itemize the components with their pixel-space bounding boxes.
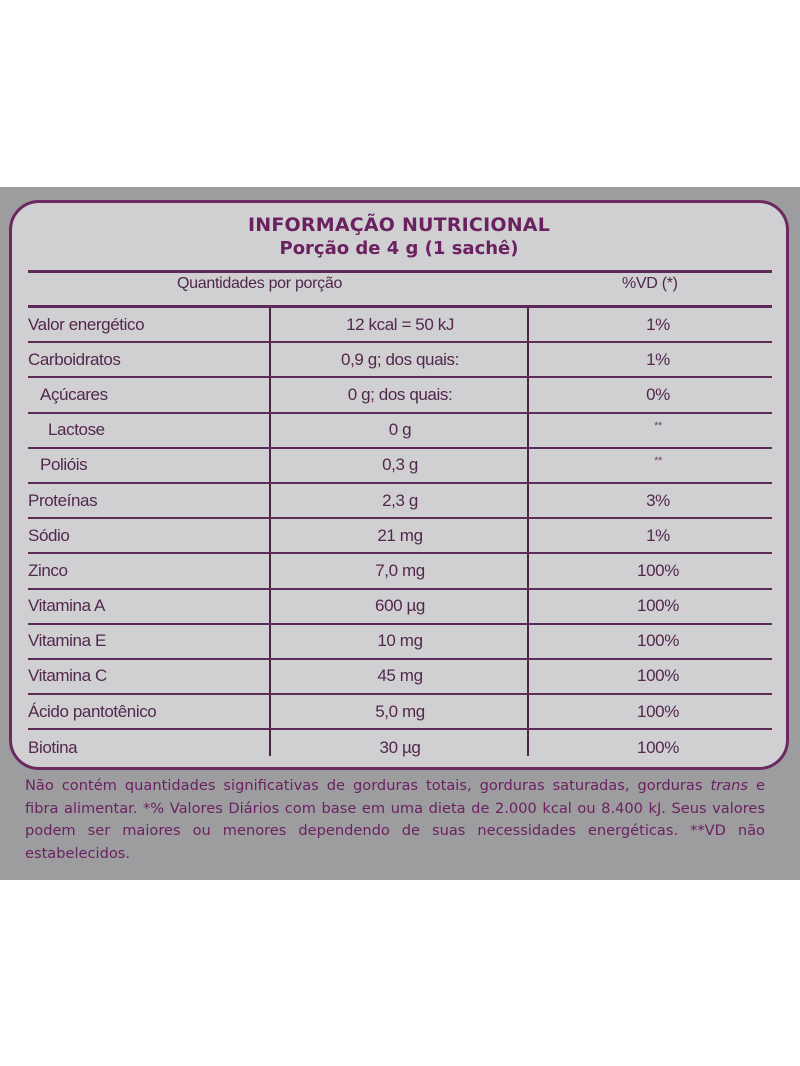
table-row: Vitamina C 45 mg 100% <box>28 660 772 696</box>
nutrient-name: Açúcares <box>40 384 108 404</box>
nutrient-daily-value: 100% <box>637 596 679 616</box>
table-row: Carboidratos 0,9 g; dos quais: 1% <box>28 343 772 379</box>
nutrient-quantity: 0,9 g; dos quais: <box>341 349 459 369</box>
nutrient-name: Vitamina A <box>28 596 105 616</box>
nutrient-name: Vitamina E <box>28 631 106 651</box>
nutrient-name: Vitamina C <box>28 666 107 686</box>
nutrient-name: Lactose <box>48 420 105 440</box>
table-row: Açúcares 0 g; dos quais: 0% <box>28 378 772 414</box>
nutrient-name: Polióis <box>40 455 88 475</box>
footnote-part-1: Não contém quantidades significativas de… <box>25 777 711 794</box>
nutrient-quantity: 0,3 g <box>382 455 418 475</box>
column-header-quantity: Quantidades por porção <box>177 275 343 292</box>
nutrient-quantity: 5,0 mg <box>375 701 425 721</box>
footnote-part-2: e fibra alimentar. *% Valores Diários co… <box>25 777 765 862</box>
nutrient-name: Zinco <box>28 560 68 580</box>
nutrient-quantity: 45 mg <box>377 666 423 686</box>
nutrient-quantity: 600 µg <box>375 596 425 616</box>
nutrient-quantity: 30 µg <box>379 737 421 757</box>
nutrient-daily-value: 100% <box>637 666 679 686</box>
table-row: Sódio 21 mg 1% <box>28 519 772 555</box>
nutrient-daily-value: 1% <box>646 349 670 369</box>
nutrient-daily-value: 1% <box>646 314 670 334</box>
table-row: Biotina 30 µg 100% <box>28 730 772 765</box>
nutrient-daily-value: 100% <box>637 737 679 757</box>
nutrient-name: Ácido pantotênico <box>28 701 157 721</box>
nutrient-daily-value: ** <box>654 454 662 467</box>
header-divider-top <box>28 270 772 273</box>
nutrient-quantity: 0 g; dos quais: <box>347 384 453 404</box>
label-title: INFORMAÇÃO NUTRICIONAL <box>247 214 551 236</box>
nutrient-name: Sódio <box>28 525 70 545</box>
table-row: Ácido pantotênico 5,0 mg 100% <box>28 695 772 731</box>
footnote: Não contém quantidades significativas de… <box>25 775 765 865</box>
nutrient-daily-value: 3% <box>646 490 670 510</box>
serving-size: Porção de 4 g (1 sachê) <box>279 238 519 259</box>
nutrient-quantity: 2,3 g <box>382 490 418 510</box>
nutrient-name: Biotina <box>28 737 78 757</box>
column-divider-2 <box>527 308 529 756</box>
table-row: Lactose 0 g ** <box>28 414 772 449</box>
table-row: Vitamina A 600 µg 100% <box>28 590 772 625</box>
nutrient-quantity: 21 mg <box>377 525 423 545</box>
column-divider-1 <box>269 308 271 756</box>
table-row: Vitamina E 10 mg 100% <box>28 625 772 660</box>
table-row: Polióis 0,3 g ** <box>28 449 772 484</box>
footnote-italic-trans: trans <box>710 777 749 794</box>
nutrition-table: Valor energético 12 kcal = 50 kJ 1% Carb… <box>28 308 772 765</box>
nutrient-name: Proteínas <box>28 490 98 510</box>
nutrient-name: Carboidratos <box>28 349 121 369</box>
header-divider-bottom <box>28 305 772 308</box>
nutrient-name: Valor energético <box>28 314 145 334</box>
table-row: Valor energético 12 kcal = 50 kJ 1% <box>28 308 772 344</box>
column-header-daily-value: %VD (*) <box>622 275 678 292</box>
nutrition-facts-panel: INFORMAÇÃO NUTRICIONAL Porção de 4 g (1 … <box>9 200 789 770</box>
nutrient-quantity: 7,0 mg <box>375 560 425 580</box>
nutrient-daily-value: 1% <box>646 525 670 545</box>
nutrient-daily-value: 100% <box>637 701 679 721</box>
table-row: Zinco 7,0 mg 100% <box>28 554 772 590</box>
nutrient-daily-value: 100% <box>637 560 679 580</box>
nutrient-quantity: 10 mg <box>377 631 423 651</box>
nutrient-daily-value: ** <box>654 419 662 432</box>
nutrient-daily-value: 0% <box>646 384 670 404</box>
table-row: Proteínas 2,3 g 3% <box>28 484 772 520</box>
nutrient-quantity: 12 kcal = 50 kJ <box>346 314 454 334</box>
nutrient-quantity: 0 g <box>388 420 412 440</box>
nutrient-daily-value: 100% <box>637 631 679 651</box>
